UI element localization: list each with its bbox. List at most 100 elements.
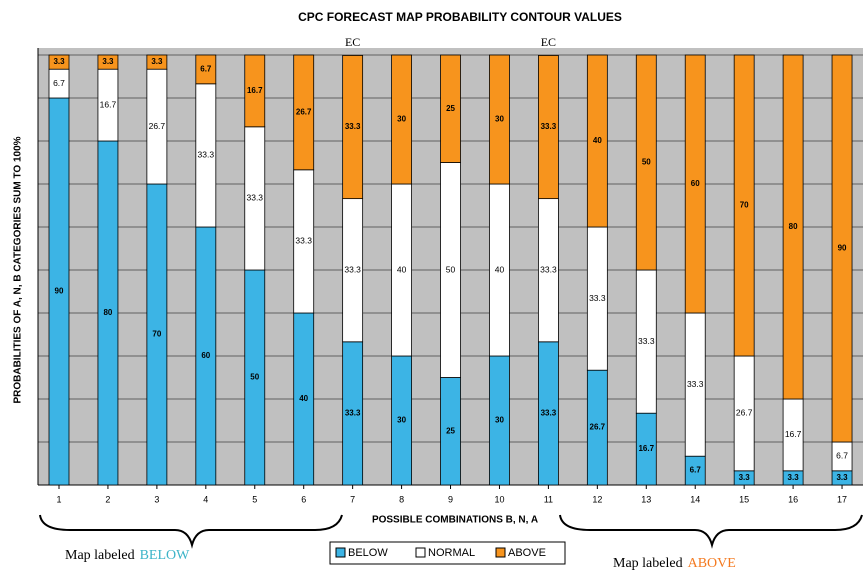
data-label: 40: [299, 394, 308, 403]
data-label: 26.7: [149, 121, 166, 131]
bar-segment: [342, 55, 364, 200]
data-label: 33.3: [344, 264, 361, 274]
brace: [559, 514, 863, 549]
data-label: 16.7: [247, 86, 263, 95]
x-axis-label: POSSIBLE COMBINATIONS B, N, A: [372, 515, 538, 526]
x-tick-label: 13: [641, 494, 651, 504]
x-tick-label: 9: [448, 494, 453, 504]
data-label: 3.3: [53, 57, 65, 66]
x-tick-label: 8: [399, 494, 404, 504]
bar-segment: [489, 54, 510, 185]
bar-segment: [538, 55, 559, 200]
data-label: 3.3: [836, 473, 848, 482]
note-highlight: ABOVE: [688, 556, 736, 571]
brace: [39, 514, 343, 549]
note-text: Map labeled: [65, 548, 135, 563]
x-tick-label: 17: [837, 494, 847, 504]
data-label: 16.7: [638, 444, 654, 453]
note: Map labeled BELOW: [65, 548, 190, 563]
data-label: 33.3: [541, 409, 557, 418]
bar-segment: [684, 54, 706, 314]
data-label: 30: [495, 416, 504, 425]
data-label: 33.3: [295, 236, 312, 246]
x-tick-label: 5: [252, 494, 257, 504]
note-text: Map labeled: [613, 556, 683, 571]
x-tick-label: 4: [203, 494, 208, 504]
legend-label: ABOVE: [508, 547, 546, 559]
data-label: 90: [55, 287, 64, 296]
data-label: 26.7: [296, 108, 312, 117]
legend-label: BELOW: [348, 547, 388, 559]
data-label: 3.3: [151, 57, 163, 66]
data-label: 60: [201, 351, 210, 360]
annotation: EC: [345, 35, 360, 49]
data-label: 26.7: [590, 423, 606, 432]
x-tick-label: 11: [544, 494, 553, 504]
bar-segment: [146, 54, 168, 70]
data-label: 70: [152, 330, 161, 339]
x-tick-label: 1: [56, 494, 61, 504]
data-label: 40: [495, 264, 505, 274]
data-label: 70: [740, 201, 749, 210]
legend-swatch: [335, 547, 346, 558]
data-label: 16.7: [100, 99, 117, 109]
bar-segment: [733, 54, 755, 357]
bar-segment: [586, 54, 608, 228]
data-label: 33.3: [541, 122, 557, 131]
data-label: 50: [446, 264, 456, 274]
data-label: 33.3: [638, 336, 655, 346]
data-label: 3.3: [788, 473, 800, 482]
data-label: 30: [495, 115, 504, 124]
legend-swatch: [495, 547, 506, 558]
x-tick-label: 15: [739, 494, 749, 504]
data-label: 33.3: [345, 409, 361, 418]
data-label: 60: [691, 179, 700, 188]
data-label: 6.7: [200, 65, 212, 74]
data-label: 30: [397, 115, 406, 124]
data-label: 3.3: [739, 473, 751, 482]
bar-segment: [635, 54, 657, 271]
data-label: 33.3: [246, 193, 263, 203]
data-label: 25: [446, 104, 455, 113]
bar-segment: [244, 54, 266, 128]
data-label: 30: [397, 416, 406, 425]
legend-swatch: [415, 547, 426, 558]
x-tick-label: 6: [301, 494, 306, 504]
x-tick-label: 14: [690, 494, 700, 504]
data-label: 40: [397, 264, 407, 274]
bar-segment: [195, 54, 217, 85]
x-tick-label: 7: [350, 494, 355, 504]
x-tick-label: 12: [592, 494, 602, 504]
data-label: 6.7: [690, 466, 702, 475]
data-label: 80: [103, 308, 112, 317]
data-label: 6.7: [53, 78, 65, 88]
data-label: 6.7: [836, 451, 848, 461]
annotation: EC: [541, 35, 556, 49]
legend-label: NORMAL: [428, 547, 475, 559]
note: Map labeled ABOVE: [613, 556, 736, 571]
x-tick-label: 3: [154, 494, 159, 504]
data-label: 50: [250, 373, 259, 382]
bar-segment: [440, 54, 461, 163]
data-label: 25: [446, 426, 455, 435]
bar-segment: [782, 54, 804, 400]
data-label: 3.3: [102, 57, 114, 66]
data-label: 90: [838, 244, 847, 253]
data-label: 33.3: [345, 122, 361, 131]
data-label: 33.3: [540, 264, 557, 274]
x-tick-label: 10: [494, 494, 504, 504]
data-label: 33.3: [589, 293, 606, 303]
data-label: 40: [593, 136, 602, 145]
data-label: 33.3: [198, 150, 215, 160]
data-label: 16.7: [785, 429, 802, 439]
x-tick-label: 2: [105, 494, 110, 504]
note-highlight: BELOW: [140, 548, 191, 563]
x-tick-label: 16: [788, 494, 798, 504]
bar-segment: [97, 54, 119, 70]
y-axis-label: PROBABILITIES OF A, N, B CATEGORIES SUM …: [13, 136, 24, 403]
chart-title: CPC FORECAST MAP PROBABILITY CONTOUR VAL…: [298, 10, 622, 24]
legend: [329, 541, 566, 565]
data-label: 26.7: [736, 408, 753, 418]
bar-segment: [293, 54, 315, 171]
